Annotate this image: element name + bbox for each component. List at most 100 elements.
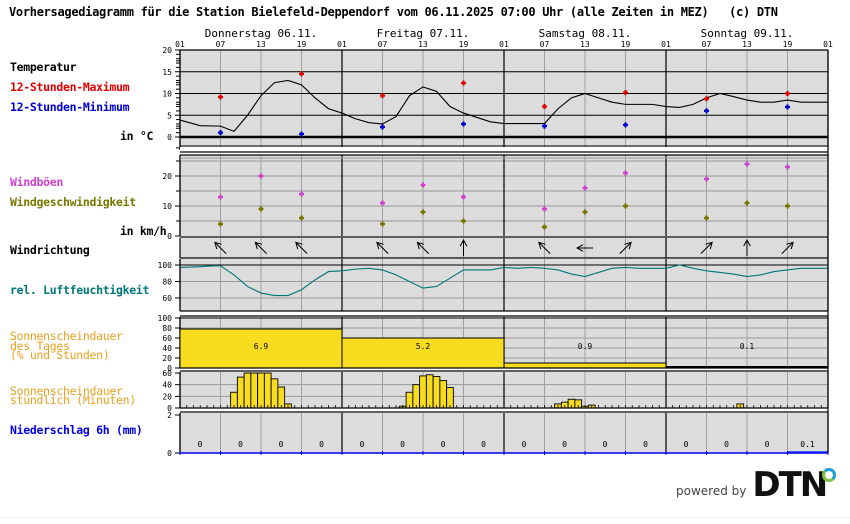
wind-direction-arrow-icon: [376, 241, 389, 255]
svg-text:60: 60: [162, 369, 172, 378]
precip-value: 0.1: [800, 440, 815, 449]
sun-hourly-bar: [243, 372, 252, 409]
precip-value: 0: [603, 440, 608, 449]
wind-speed-marker: [785, 203, 790, 209]
hour-tick-label: 01: [499, 40, 509, 49]
wind-direction-arrow-icon: [575, 244, 593, 252]
max-marker: [299, 71, 304, 77]
label-sonne-tag-3: (% und Stunden): [10, 348, 110, 362]
precip-value: 0: [360, 440, 365, 449]
precip-value: 0: [238, 440, 243, 449]
svg-text:5: 5: [167, 111, 172, 120]
wind-direction-arrow-icon: [743, 238, 751, 256]
label-sonne-tag-2: des Tages: [10, 339, 70, 353]
svg-text:10: 10: [162, 90, 172, 99]
precip-value: 0: [562, 440, 567, 449]
wind-direction-arrow-icon: [459, 238, 468, 256]
max-marker: [380, 93, 385, 99]
svg-text:80: 80: [162, 278, 172, 287]
wind-direction-arrow-icon: [295, 241, 308, 255]
precip-value: 0: [765, 440, 770, 449]
wind-speed-marker: [299, 215, 304, 221]
gust-marker: [380, 200, 385, 206]
wind-speed-marker: [420, 209, 426, 215]
sun-hourly-bar: [270, 378, 279, 409]
sun-daily-value: 5.2: [416, 342, 431, 351]
day-header: Freitag 07.11.: [377, 27, 470, 40]
max-marker: [785, 91, 790, 96]
hour-tick-label: 19: [459, 40, 469, 49]
svg-text:40: 40: [162, 381, 172, 390]
svg-text:2: 2: [167, 411, 172, 420]
wind-speed-marker: [258, 206, 264, 212]
sun-hourly-bar: [257, 372, 265, 409]
day-header: Sonntag 09.11.: [701, 27, 794, 40]
min-marker: [623, 122, 628, 128]
sun-hourly-bar: [419, 375, 427, 409]
temperature-line: [179, 79, 828, 132]
hour-tick-label: 13: [742, 40, 752, 49]
wind-direction-arrow-icon: [538, 241, 551, 255]
precip-bar: [787, 451, 828, 453]
svg-text:100: 100: [158, 261, 173, 270]
hour-tick-label: 19: [621, 40, 631, 49]
wind-speed-marker: [461, 218, 466, 224]
footer-divider: [0, 517, 850, 518]
svg-text:20: 20: [162, 354, 172, 363]
label-min: 12-Stunden-Minimum: [10, 100, 130, 114]
svg-text:10: 10: [162, 202, 172, 211]
svg-text:0: 0: [167, 364, 172, 373]
wind-direction-arrow-icon: [781, 241, 794, 255]
gust-marker: [299, 191, 304, 197]
sun-hourly-bar: [439, 380, 448, 409]
gust-marker: [744, 161, 750, 167]
label-windrichtung: Windrichtung: [10, 243, 90, 257]
sun-hourly-bar: [236, 376, 245, 409]
wind-direction-arrow-icon: [700, 241, 713, 255]
min-marker: [542, 123, 547, 129]
label-niederschlag: Niederschlag 6h (mm): [10, 423, 143, 437]
gust-marker: [461, 194, 466, 200]
sun-hourly-bar: [263, 372, 272, 409]
dtn-brand-text: DTN: [752, 465, 828, 505]
day-header: Donnerstag 06.11.: [205, 27, 318, 40]
hour-tick-label: 01: [337, 40, 347, 49]
precip-value: 0: [522, 440, 527, 449]
sun-hourly-bar: [277, 386, 286, 409]
day-header: Samstag 08.11.: [539, 27, 632, 40]
precip-value: 0: [684, 440, 689, 449]
wind-direction-arrow-icon: [619, 241, 632, 255]
gust-marker: [785, 164, 790, 170]
label-sonne-std-2: stündlich (Minuten): [10, 393, 136, 407]
humidity-line: [179, 264, 828, 297]
max-marker: [704, 96, 709, 102]
max-marker: [218, 94, 223, 100]
wind-speed-marker: [218, 221, 223, 227]
sun-hourly-bar: [425, 374, 434, 409]
wind-speed-marker: [542, 224, 547, 230]
svg-text:0: 0: [167, 404, 172, 413]
sun-hourly-bar: [432, 376, 441, 409]
label-temperatur: Temperatur: [10, 60, 77, 74]
hour-tick-label: 19: [783, 40, 793, 49]
min-marker: [461, 121, 466, 127]
label-windboeen: Windböen: [10, 175, 63, 189]
precip-value: 0: [481, 440, 486, 449]
wind-direction-arrow-icon: [254, 241, 268, 255]
hour-tick-label: 01: [661, 40, 671, 49]
svg-text:40: 40: [162, 344, 172, 353]
svg-text:20: 20: [162, 46, 172, 55]
forecast-chart: Donnerstag 06.11. Freitag 07.11. Samstag 0…: [158, 27, 833, 458]
wind-speed-marker: [744, 200, 750, 206]
label-windgeschwindigkeit: Windgeschwindigkeit: [10, 195, 136, 209]
max-marker: [623, 90, 628, 96]
wind-speed-marker: [623, 203, 628, 209]
hour-tick-label: 07: [540, 40, 550, 49]
sun-hourly-bar: [412, 384, 421, 409]
sun-daily-value: 6.9: [254, 342, 269, 351]
gust-marker: [218, 194, 223, 200]
svg-text:60: 60: [162, 294, 172, 303]
hour-tick-label: 07: [702, 40, 712, 49]
min-marker: [299, 131, 304, 137]
hour-tick-label: 01: [175, 40, 185, 49]
